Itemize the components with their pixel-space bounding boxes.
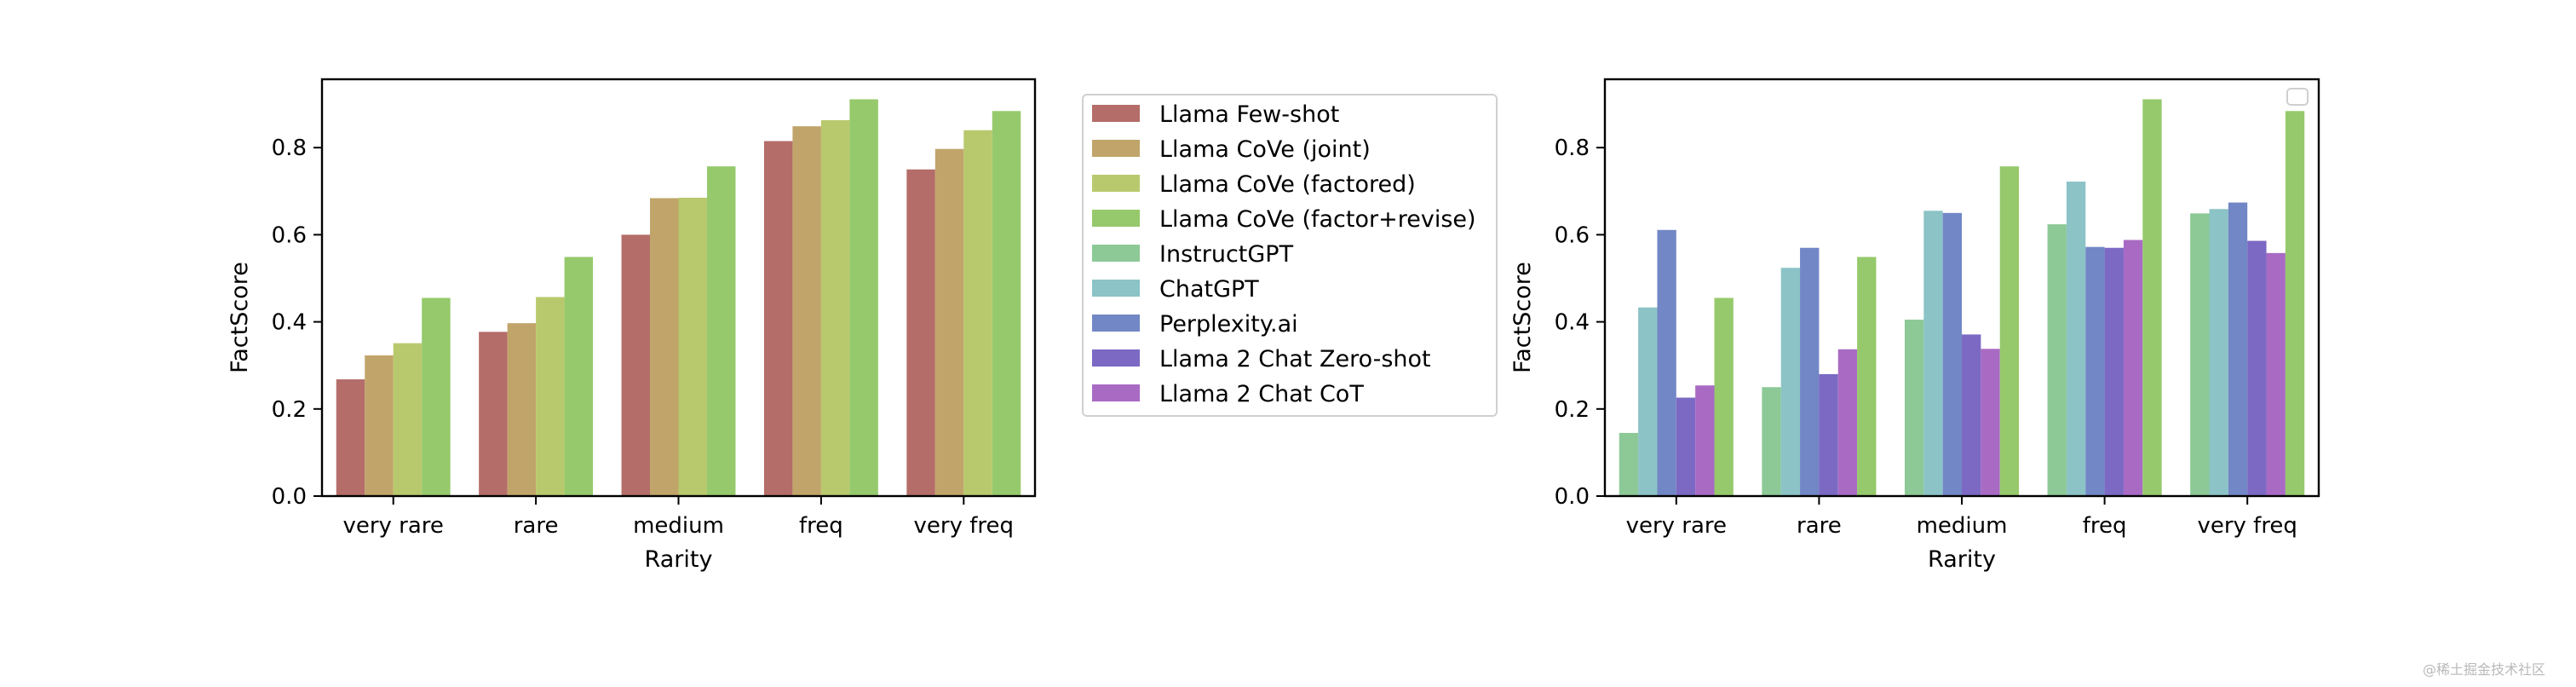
legend-label: Llama CoVe (joint) <box>1159 136 1371 163</box>
legend-swatch <box>1092 175 1140 192</box>
bar-instructgpt-rare <box>1762 387 1781 496</box>
legend-swatch <box>1092 384 1140 401</box>
legend-swatch <box>1092 315 1140 332</box>
bar-llama-2-chat-zero-shot-very-freq <box>2247 240 2267 496</box>
legend-label: Llama 2 Chat CoT <box>1159 381 1364 407</box>
legend-swatch <box>1092 280 1140 297</box>
bar-llama-2-chat-zero-shot-medium <box>1962 334 1981 496</box>
bar-llama-few-shot-very-rare <box>336 379 365 496</box>
bar-instructgpt-medium <box>1904 320 1924 496</box>
bar-llama-cove-joint--freq <box>792 126 821 496</box>
bar-llama-2-chat-zero-shot-rare <box>1819 373 1838 496</box>
empty-legend <box>2286 88 2309 106</box>
y-tick-label: 0.4 <box>1555 310 1590 336</box>
bar-chatgpt-rare <box>1780 268 1801 496</box>
legend-label: Llama CoVe (factored) <box>1159 171 1416 198</box>
y-tick-label: 0.6 <box>1555 222 1590 248</box>
y-tick-label: 0.0 <box>1555 484 1590 510</box>
bar-llama-cove-factored--freq <box>820 120 850 496</box>
bar-perplexity-ai-rare <box>1800 247 1820 496</box>
bar-llama-cove-joint--rare <box>507 323 537 496</box>
bar-llama-cove-factored--medium <box>678 197 707 496</box>
legend-swatch <box>1092 245 1140 262</box>
bar-instructgpt-very-freq <box>2190 213 2210 496</box>
bar-perplexity-ai-very-rare <box>1657 229 1676 496</box>
bar-chatgpt-very-rare <box>1638 307 1658 496</box>
x-axis-label: Rarity <box>1928 546 1996 573</box>
legend-label: Llama Few-shot <box>1159 101 1339 128</box>
legend-box <box>1082 94 1498 417</box>
bar-perplexity-ai-freq <box>2085 246 2105 496</box>
x-tick-label: freq <box>2083 513 2127 539</box>
bar-chatgpt-freq <box>2066 182 2086 497</box>
x-tick-label: very rare <box>342 513 443 539</box>
bar-llama-cove-factored--rare <box>536 297 565 496</box>
x-axis-label: Rarity <box>645 546 713 573</box>
y-tick-label: 0.6 <box>272 222 307 248</box>
legend-swatch <box>1092 140 1140 157</box>
x-tick-label: medium <box>633 513 724 539</box>
bar-llama-few-shot-very-freq <box>906 169 935 496</box>
legend-label: ChatGPT <box>1159 276 1259 303</box>
legend-label: Llama CoVe (factor+revise) <box>1159 206 1476 233</box>
bar-llama-cove-joint--medium <box>650 198 679 496</box>
y-tick-label: 0.0 <box>272 484 307 510</box>
y-tick-label: 0.8 <box>1555 136 1590 161</box>
bar-llama-cove-factored--very-freq <box>963 130 992 496</box>
bar-llama-few-shot-freq <box>763 141 793 496</box>
bar-instructgpt-very-rare <box>1619 432 1639 496</box>
bar-llama-cove-joint--very-rare <box>365 355 394 496</box>
bar-llama-few-shot-medium <box>621 234 651 496</box>
bar-llama-cove-factor-revise--freq <box>2142 99 2162 496</box>
legend-label: InstructGPT <box>1159 241 1294 268</box>
x-tick-label: very freq <box>2197 513 2297 539</box>
x-tick-label: freq <box>799 513 843 539</box>
y-axis-label: FactScore <box>1509 262 1536 373</box>
bar-llama-2-chat-cot-medium <box>1981 349 2000 496</box>
bar-llama-cove-factor-revise--medium <box>706 166 736 496</box>
x-tick-label: very freq <box>914 513 1015 539</box>
left-chart: 0.0 0.2 0.4 0.6 0.8 very rare rare medium freq ve… <box>227 78 1037 573</box>
x-tick-label: very rare <box>1626 513 1727 539</box>
bar-llama-cove-factored--very-rare <box>393 343 423 496</box>
bar-llama-2-chat-cot-very-freq <box>2266 252 2286 496</box>
legend-swatch <box>1092 105 1140 122</box>
bar-llama-cove-factor-revise--freq <box>849 99 878 496</box>
bar-perplexity-ai-very-freq <box>2228 202 2248 496</box>
watermark: @稀土掘金技术社区 <box>2422 661 2545 678</box>
bar-llama-cove-factor-revise--very-freq <box>992 111 1021 496</box>
y-tick-label: 0.2 <box>272 397 307 423</box>
bar-llama-2-chat-cot-freq <box>2123 240 2143 496</box>
bar-llama-2-chat-cot-very-rare <box>1695 385 1715 496</box>
bar-llama-cove-factor-revise--rare <box>564 257 594 496</box>
bar-llama-cove-joint--very-freq <box>934 148 964 496</box>
bar-llama-2-chat-zero-shot-very-rare <box>1676 397 1696 496</box>
bar-llama-cove-factor-revise--medium <box>1999 166 2020 496</box>
bar-chatgpt-very-freq <box>2209 209 2228 496</box>
legend-swatch <box>1092 349 1140 367</box>
x-tick-label: rare <box>1797 513 1842 539</box>
legend-label: Llama 2 Chat Zero-shot <box>1159 346 1431 372</box>
bar-instructgpt-freq <box>2047 224 2067 496</box>
y-tick-label: 0.4 <box>272 310 307 336</box>
bar-chatgpt-medium <box>1923 211 1943 497</box>
y-axis-label: FactScore <box>227 262 253 373</box>
y-tick-label: 0.2 <box>1555 397 1590 423</box>
bar-llama-2-chat-zero-shot-freq <box>2104 247 2124 496</box>
x-tick-label: medium <box>1917 513 2008 539</box>
right-chart: 0.0 0.2 0.4 0.6 0.8 very rare rare medium freq ve… <box>1509 78 2320 573</box>
legend-label: Perplexity.ai <box>1159 311 1298 338</box>
x-tick-label: rare <box>514 513 559 539</box>
bar-llama-cove-factor-revise--very-rare <box>1714 297 1734 496</box>
legend-swatch <box>1092 210 1140 227</box>
y-tick-label: 0.8 <box>272 136 307 161</box>
bar-llama-cove-factor-revise--rare <box>1857 257 1877 496</box>
legend: Llama Few-shot Llama CoVe (joint) Llama Co… <box>1082 94 1498 417</box>
bar-llama-cove-factor-revise--very-rare <box>422 297 451 496</box>
bar-llama-2-chat-cot-rare <box>1837 349 1858 496</box>
bar-llama-cove-factor-revise--very-freq <box>2285 111 2305 496</box>
bar-llama-few-shot-rare <box>479 332 508 496</box>
bar-perplexity-ai-medium <box>1942 212 1962 496</box>
